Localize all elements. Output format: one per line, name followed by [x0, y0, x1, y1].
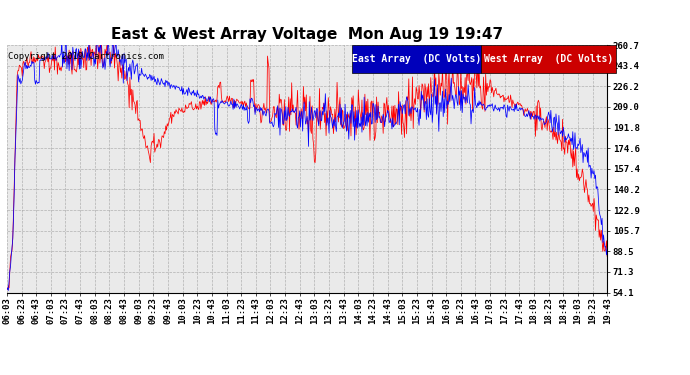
- Bar: [481, 45, 616, 74]
- Bar: [352, 45, 481, 74]
- Text: West Array  (DC Volts): West Array (DC Volts): [484, 54, 613, 64]
- Text: East Array  (DC Volts): East Array (DC Volts): [352, 54, 481, 64]
- Text: Copyright 2019 Cartronics.com: Copyright 2019 Cartronics.com: [8, 53, 164, 62]
- Title: East & West Array Voltage  Mon Aug 19 19:47: East & West Array Voltage Mon Aug 19 19:…: [111, 27, 503, 42]
